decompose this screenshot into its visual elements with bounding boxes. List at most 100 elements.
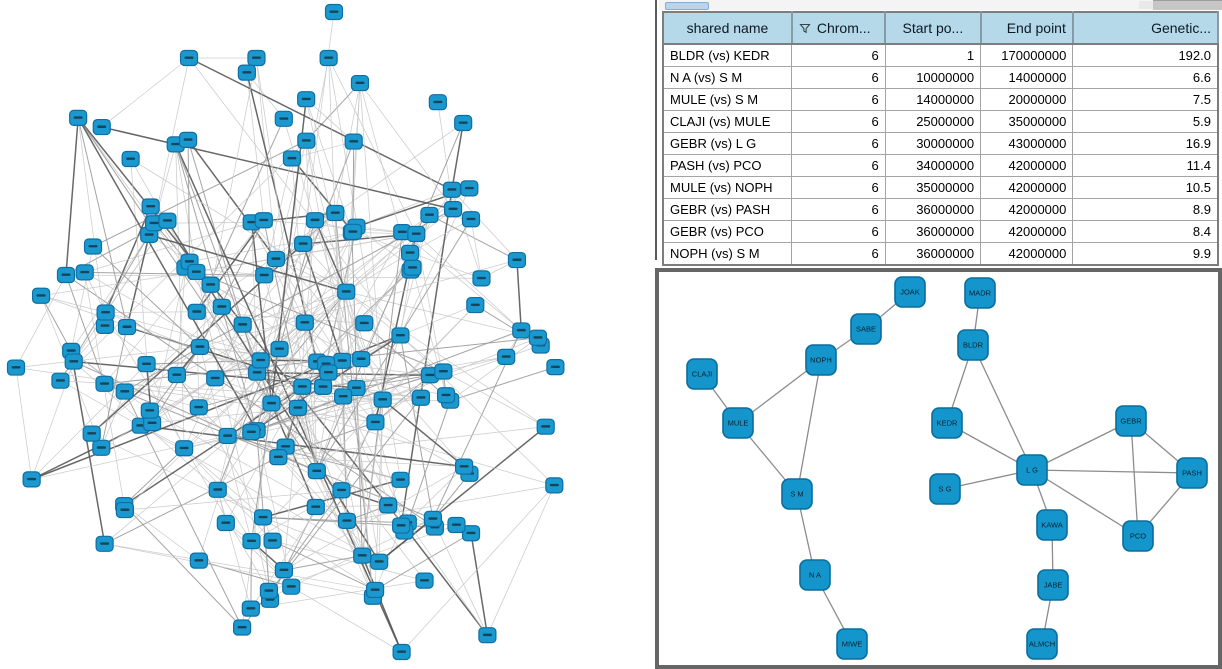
hairball-edge[interactable] bbox=[217, 489, 252, 609]
hairball-edge[interactable] bbox=[275, 258, 343, 362]
table-row[interactable]: GEBR (vs) L G 6 30000000 43000000 16.9 bbox=[662, 132, 1219, 155]
cell-value[interactable]: 42000000 bbox=[980, 198, 1074, 221]
hairball-edge[interactable] bbox=[275, 231, 354, 260]
node-ALMCH[interactable]: ALMCH bbox=[1026, 628, 1058, 660]
hairball-edge[interactable] bbox=[70, 350, 106, 544]
hairball-node[interactable] bbox=[233, 316, 252, 333]
hairball-node[interactable] bbox=[313, 378, 333, 395]
hairball-edge[interactable] bbox=[283, 118, 376, 423]
hairball-node[interactable] bbox=[379, 497, 398, 514]
hairball-node[interactable] bbox=[266, 250, 286, 268]
hairball-node[interactable] bbox=[255, 267, 274, 284]
hairball-edge[interactable] bbox=[382, 337, 539, 400]
cell-shared-name[interactable]: N A (vs) S M bbox=[662, 66, 793, 89]
edge-L G-PCO[interactable] bbox=[1031, 469, 1139, 537]
hairball-edge[interactable] bbox=[263, 275, 318, 472]
table-row[interactable]: GEBR (vs) PCO 6 36000000 42000000 8.4 bbox=[662, 220, 1219, 243]
hairball-edge[interactable] bbox=[345, 231, 354, 292]
hairball-node[interactable] bbox=[472, 270, 491, 287]
hairball-edge[interactable] bbox=[305, 82, 361, 142]
hairball-edge[interactable] bbox=[407, 522, 488, 636]
hairball-edge[interactable] bbox=[198, 371, 329, 408]
cell-shared-name[interactable]: GEBR (vs) L G bbox=[662, 132, 793, 155]
hairball-edge[interactable] bbox=[271, 322, 306, 404]
hairball-edge[interactable] bbox=[196, 311, 200, 408]
hairball-edge[interactable] bbox=[283, 489, 342, 571]
hairball-edge[interactable] bbox=[314, 219, 347, 293]
hairball-edge[interactable] bbox=[217, 141, 355, 490]
hairball-node[interactable] bbox=[187, 263, 206, 281]
node-BLDR[interactable]: BLDR bbox=[957, 329, 989, 361]
hairball-node[interactable] bbox=[22, 471, 41, 488]
hairball-edge[interactable] bbox=[359, 82, 454, 210]
hairball-edge[interactable] bbox=[263, 219, 417, 235]
hairball-node[interactable] bbox=[237, 64, 256, 81]
edge-GEBR-PCO[interactable] bbox=[1130, 420, 1139, 537]
hairball-edge[interactable] bbox=[124, 489, 342, 511]
hairball-edge[interactable] bbox=[374, 532, 472, 591]
hairball-node[interactable] bbox=[478, 627, 497, 644]
hairball-node[interactable] bbox=[366, 414, 385, 431]
hairball-edge[interactable] bbox=[15, 274, 67, 368]
node-KAWA[interactable]: KAWA bbox=[1036, 509, 1068, 541]
hairball-node[interactable] bbox=[512, 322, 531, 339]
hairball-node[interactable] bbox=[83, 238, 103, 255]
hairball-edge[interactable] bbox=[188, 57, 453, 191]
hairball-edge[interactable] bbox=[210, 284, 362, 360]
hairball-edge[interactable] bbox=[277, 231, 403, 458]
hairball-node[interactable] bbox=[305, 212, 325, 229]
cell-value[interactable]: 6 bbox=[791, 66, 886, 89]
hairball-node[interactable] bbox=[178, 131, 198, 148]
hairball-node[interactable] bbox=[262, 395, 281, 412]
hairball-node[interactable] bbox=[288, 399, 308, 416]
hairball-edge[interactable] bbox=[100, 391, 126, 448]
cell-value[interactable]: 42000000 bbox=[980, 242, 1074, 266]
hairball-node[interactable] bbox=[411, 389, 431, 406]
hairball-edge[interactable] bbox=[416, 233, 522, 331]
hairball-node[interactable] bbox=[343, 223, 362, 240]
hairball-node[interactable] bbox=[69, 109, 88, 126]
hairball-edge[interactable] bbox=[123, 504, 200, 561]
hairball-node[interactable] bbox=[319, 364, 338, 381]
cell-value[interactable]: 6 bbox=[791, 220, 886, 243]
hairball-node[interactable] bbox=[436, 387, 456, 404]
hairball-edge[interactable] bbox=[91, 346, 201, 434]
hairball-node[interactable] bbox=[295, 314, 314, 331]
hairball-edge[interactable] bbox=[272, 540, 376, 591]
hairball-edge[interactable] bbox=[104, 383, 434, 520]
cell-value[interactable]: 20000000 bbox=[980, 88, 1074, 111]
hairball-node[interactable] bbox=[82, 425, 101, 442]
cell-value[interactable]: 6 bbox=[791, 198, 886, 221]
edge-BLDR-L G[interactable] bbox=[972, 344, 1033, 471]
hairball-node[interactable] bbox=[528, 329, 548, 346]
hairball-node[interactable] bbox=[347, 379, 366, 397]
hairball-edge[interactable] bbox=[246, 72, 265, 221]
node-NA[interactable]: N A bbox=[799, 559, 831, 591]
hairball-node[interactable] bbox=[259, 582, 279, 599]
hairball-node[interactable] bbox=[460, 180, 479, 197]
hairball-edge[interactable] bbox=[123, 447, 185, 506]
node-KEDR[interactable]: KEDR bbox=[931, 407, 963, 439]
node-MULE[interactable]: MULE bbox=[722, 407, 754, 439]
dense-network-canvas[interactable] bbox=[0, 0, 653, 669]
hairball-edge[interactable] bbox=[328, 57, 417, 235]
cell-value[interactable]: 6 bbox=[791, 88, 886, 111]
hairball-node[interactable] bbox=[428, 94, 447, 111]
table-row[interactable]: BLDR (vs) KEDR 6 1 170000000 192.0 bbox=[662, 43, 1219, 67]
hairball-node[interactable] bbox=[423, 510, 443, 527]
hairball-edge[interactable] bbox=[256, 430, 292, 587]
hairball-edge[interactable] bbox=[283, 555, 363, 571]
hairball-node[interactable] bbox=[297, 91, 316, 108]
node-PASH[interactable]: PASH bbox=[1176, 457, 1208, 489]
hairball-node[interactable] bbox=[282, 150, 302, 167]
hairball-node[interactable] bbox=[75, 264, 94, 281]
hairball-edge[interactable] bbox=[70, 234, 150, 352]
hairball-node[interactable] bbox=[344, 133, 363, 150]
hairball-edge[interactable] bbox=[316, 470, 374, 597]
hairball-node[interactable] bbox=[420, 367, 439, 384]
hairball-node[interactable] bbox=[415, 572, 434, 589]
hairball-edge[interactable] bbox=[257, 371, 430, 376]
hairball-edge[interactable] bbox=[328, 57, 401, 480]
hairball-node[interactable] bbox=[274, 562, 294, 579]
hairball-edge[interactable] bbox=[91, 306, 223, 434]
